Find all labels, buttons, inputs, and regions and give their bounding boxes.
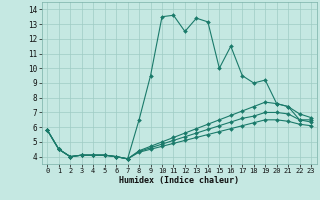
X-axis label: Humidex (Indice chaleur): Humidex (Indice chaleur) — [119, 176, 239, 185]
